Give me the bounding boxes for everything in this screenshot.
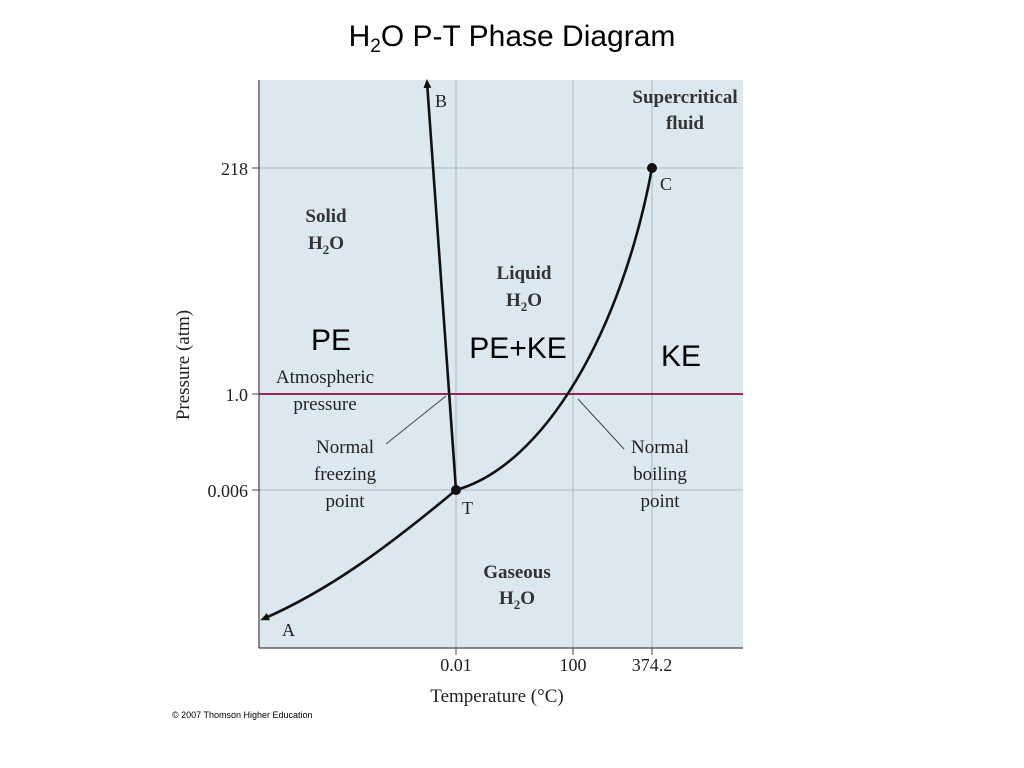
freezing-label-line1: Normal <box>316 437 374 458</box>
boiling-label-line2: boiling <box>633 464 687 485</box>
vaporization-curve <box>455 167 654 492</box>
page-title: H2O P-T Phase Diagram <box>348 20 676 57</box>
boiling-label-line3: point <box>640 491 680 512</box>
liquid-label: Liquid <box>497 263 552 284</box>
point-label-a: A <box>282 620 295 640</box>
x-axis-label: Temperature (°C) <box>430 686 563 707</box>
atmospheric-label-line1: Atmospheric <box>276 367 374 388</box>
point-label-t: T <box>462 498 473 518</box>
point-label-c: C <box>660 174 672 194</box>
freezing-label-line2: freezing <box>314 464 377 485</box>
melting-curve <box>423 79 458 491</box>
boiling-leader <box>577 398 625 450</box>
liquid-formula: H2O <box>506 290 542 314</box>
boiling-label-line1: Normal <box>631 437 689 458</box>
xtick-label-001: 0.01 <box>440 655 472 675</box>
triple-point-dot <box>451 485 461 495</box>
sublimation-curve <box>260 489 457 621</box>
y-axis-label: Pressure (atm) <box>173 310 194 420</box>
supercritical-label-line2: fluid <box>666 113 704 134</box>
copyright-notice: © 2007 Thomson Higher Education <box>172 710 313 720</box>
solid-formula: H2O <box>308 233 344 257</box>
energy-label-pe-ke: PE+KE <box>469 332 567 365</box>
ytick-label-1: 1.0 <box>226 385 249 405</box>
freezing-label-line3: point <box>325 491 365 512</box>
atmospheric-label-line2: pressure <box>293 394 356 415</box>
critical-point-dot <box>647 163 657 173</box>
gaseous-label: Gaseous <box>483 562 551 583</box>
ytick-label-218: 218 <box>221 159 248 179</box>
point-label-b: B <box>435 91 447 111</box>
freezing-leader <box>385 395 447 445</box>
plot-area <box>259 80 743 648</box>
solid-label: Solid <box>305 206 347 227</box>
energy-label-pe: PE <box>311 324 351 357</box>
gaseous-formula: H2O <box>499 588 535 612</box>
supercritical-label-line1: Supercritical <box>632 87 737 108</box>
xtick-label-3742: 374.2 <box>632 655 673 675</box>
energy-label-ke: KE <box>661 340 701 373</box>
ytick-label-0006: 0.006 <box>208 481 249 501</box>
xtick-label-100: 100 <box>560 655 587 675</box>
